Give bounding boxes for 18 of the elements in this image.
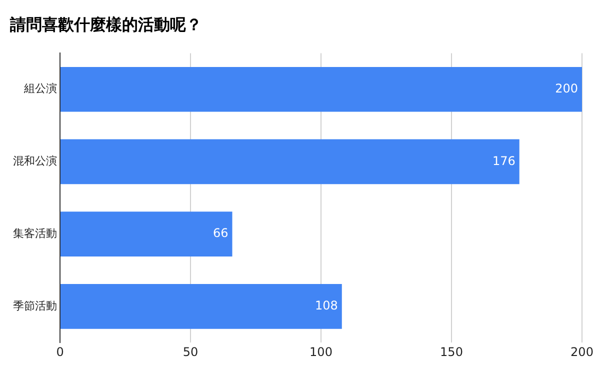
x-tick-label: 50: [182, 344, 198, 359]
x-tick-label: 0: [56, 344, 64, 359]
x-tick-label: 150: [440, 344, 463, 359]
bar: [60, 212, 232, 257]
data-label: 108: [314, 298, 338, 313]
y-tick-label: 集客活動: [13, 226, 57, 240]
x-tick-label: 100: [310, 344, 332, 359]
y-tick-label: 組公演: [23, 82, 57, 96]
x-tick-label: 200: [570, 344, 594, 359]
y-tick-label: 混和公演: [13, 154, 57, 168]
chart-title: 請問喜歡什麼樣的活動呢？: [9, 14, 202, 34]
bar: [60, 139, 520, 184]
data-label: 200: [555, 82, 578, 96]
data-label: 66: [212, 226, 228, 240]
bar: [60, 66, 582, 112]
data-label: 176: [492, 154, 516, 168]
bar: [60, 284, 342, 329]
y-tick-label: 季節活動: [13, 299, 57, 312]
